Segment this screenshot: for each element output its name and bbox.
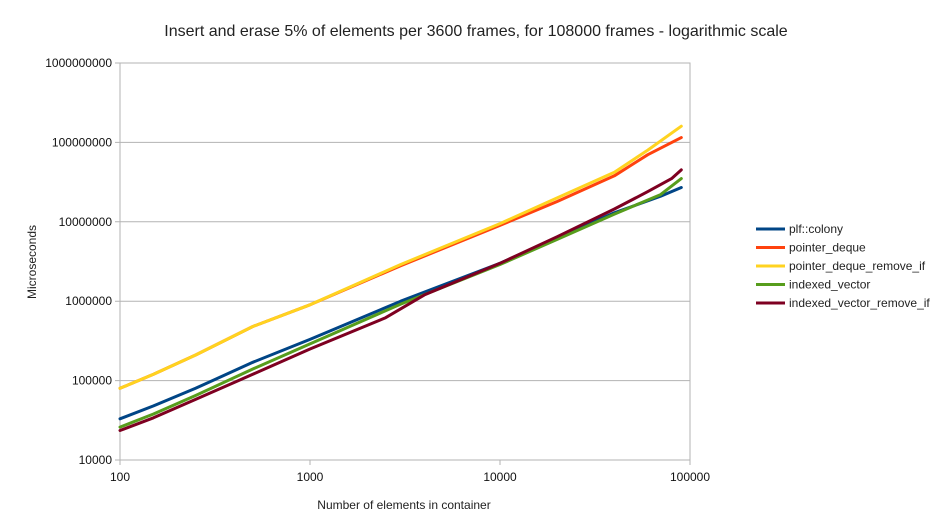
y-tick-label: 10000 bbox=[79, 453, 113, 467]
legend-label: pointer_deque_remove_if bbox=[789, 259, 926, 273]
legend-label: indexed_vector_remove_if bbox=[789, 296, 930, 310]
x-tick-label: 1000 bbox=[297, 470, 324, 484]
y-tick-label: 1000000000 bbox=[45, 56, 112, 70]
series-line-indexed-vector-remove-if bbox=[118, 168, 683, 432]
plot-area bbox=[119, 62, 691, 461]
series-lines bbox=[118, 124, 683, 432]
y-tick-label: 10000000 bbox=[59, 215, 113, 229]
legend-label: indexed_vector bbox=[789, 278, 870, 292]
x-tick-label: 10000 bbox=[483, 470, 517, 484]
y-axis-ticks: 10000 100000 1000000 10000000 100000000 10000… bbox=[45, 56, 112, 467]
x-axis-ticks: 100 1000 10000 100000 bbox=[110, 460, 710, 484]
x-tick-label: 100 bbox=[110, 470, 130, 484]
series-line-indexed-vector bbox=[118, 177, 683, 429]
legend-label: pointer_deque bbox=[789, 241, 866, 255]
legend-label: plf::colony bbox=[789, 222, 843, 236]
y-tick-label: 100000000 bbox=[52, 135, 112, 149]
chart-title: Insert and erase 5% of elements per 3600… bbox=[164, 23, 788, 40]
y-axis-title: Microseconds bbox=[25, 225, 39, 299]
x-tick-label: 100000 bbox=[670, 470, 710, 484]
y-tick-label: 1000000 bbox=[65, 294, 112, 308]
series-line-pointer-deque-remove-if bbox=[118, 124, 683, 390]
grid bbox=[115, 62, 690, 461]
legend: plf::colonypointer_dequepointer_deque_re… bbox=[756, 222, 930, 310]
x-axis-title: Number of elements in container bbox=[317, 498, 490, 512]
y-tick-label: 100000 bbox=[72, 374, 112, 388]
